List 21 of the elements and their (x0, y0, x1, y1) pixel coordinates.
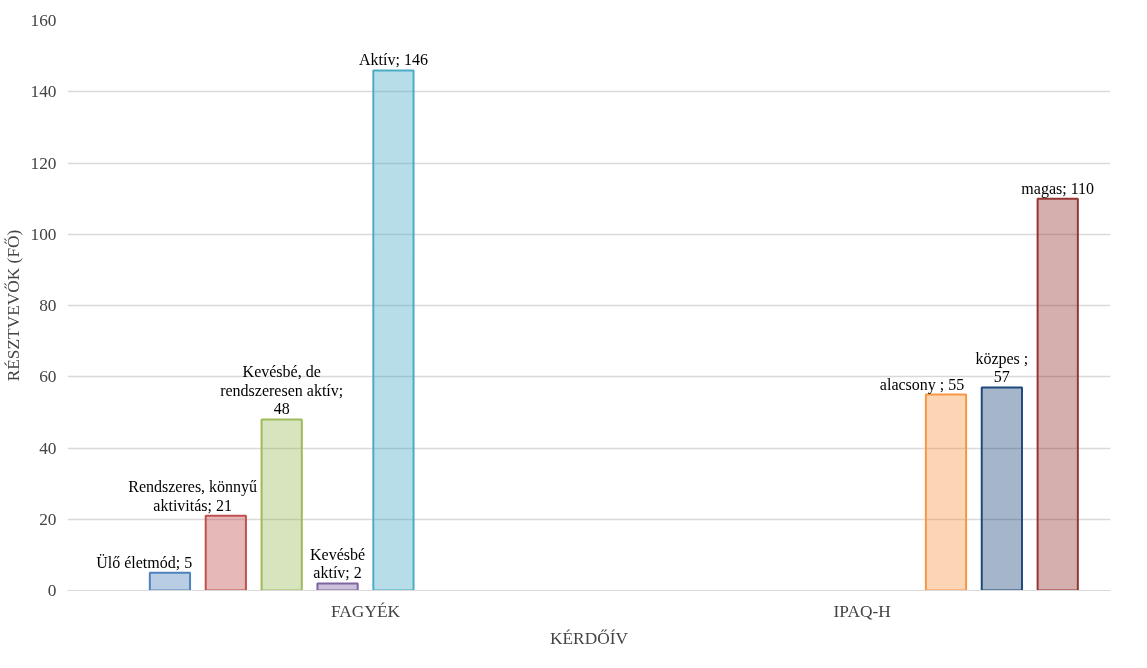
y-tick-label: 140 (30, 82, 57, 102)
data-label: Kevésbé, de rendszeresen aktív; 48 (220, 363, 344, 418)
y-tick-label: 60 (39, 367, 57, 387)
x-tick-label: FAGYÉK (331, 601, 401, 621)
x-axis-title: KÉRDŐÍV (550, 628, 629, 648)
y-tick-label: 40 (39, 438, 57, 458)
data-label: Ülő életmód; 5 (96, 553, 193, 571)
y-tick-label: 120 (30, 153, 57, 173)
y-tick-label: 20 (39, 509, 57, 529)
y-axis-title: RÉSZTVEVŐK (FŐ) (3, 229, 23, 382)
y-tick-label: 80 (39, 296, 57, 315)
data-label: alacsony ; 55 (879, 375, 965, 394)
y-tick-label: 160 (30, 11, 57, 30)
data-label: Aktív; 146 (358, 51, 428, 69)
data-label: magas; 110 (1021, 179, 1095, 198)
x-tick-label: IPAQ-H (833, 601, 891, 621)
y-tick-label: 100 (30, 224, 57, 244)
y-tick-label: 0 (47, 581, 57, 600)
data-label: közpes ; 57 (975, 349, 1029, 386)
data-label: Kevésbé aktív; 2 (310, 545, 366, 582)
data-label: Rendszeres, könnyű aktivitás; 21 (128, 477, 258, 514)
